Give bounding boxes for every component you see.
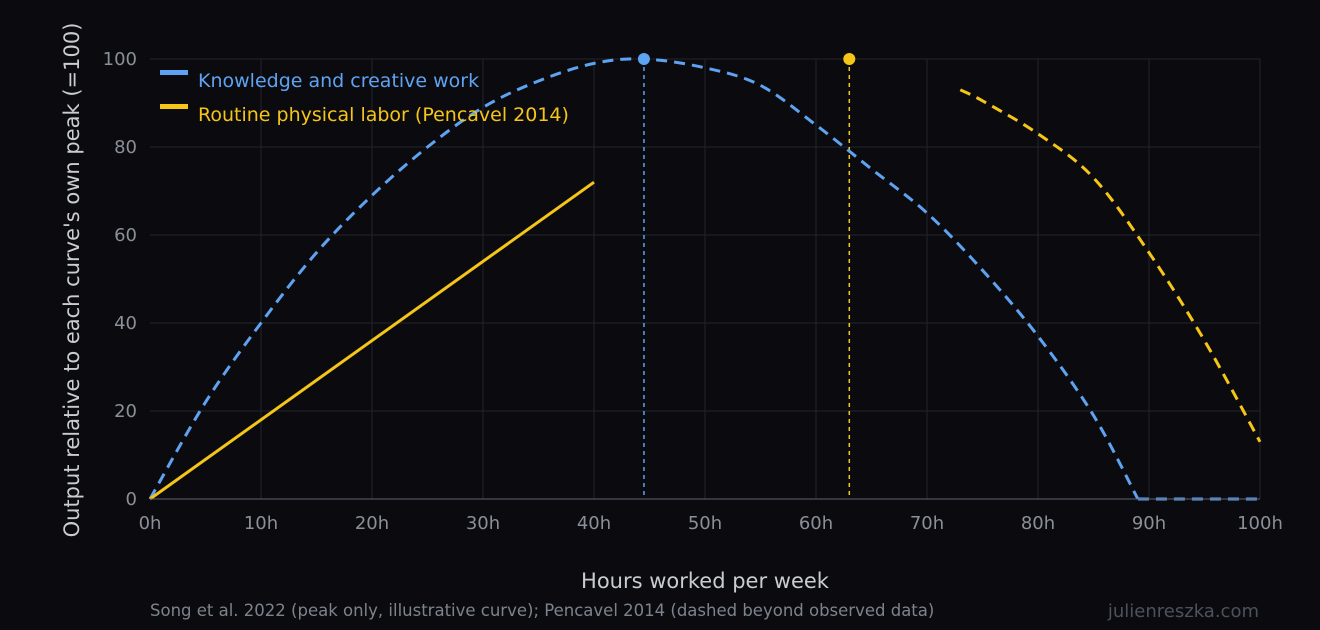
series-physical-linear xyxy=(149,180,595,501)
y-tick-label: 40 xyxy=(114,313,137,334)
x-tick-label: 40h xyxy=(577,513,611,534)
legend-swatch-physical xyxy=(160,104,188,109)
peak-markers xyxy=(637,53,856,499)
peak-point-1 xyxy=(843,53,856,65)
x-tick-label: 70h xyxy=(910,513,944,534)
x-axis-title: Hours worked per week xyxy=(581,569,830,593)
brand-watermark: julienreszka.com xyxy=(1107,601,1259,622)
y-tick-label: 60 xyxy=(114,225,137,246)
x-tick-label: 50h xyxy=(688,513,722,534)
legend: Knowledge and creative work Routine phys… xyxy=(160,70,569,126)
x-tick-label: 0h xyxy=(139,513,162,534)
y-axis-title: Output relative to each curve's own peak… xyxy=(60,23,84,538)
series-physical-extrapolated xyxy=(959,88,1262,443)
x-tick-label: 90h xyxy=(1132,513,1166,534)
y-tick-label: 20 xyxy=(114,401,137,422)
legend-swatch-knowledge xyxy=(160,70,188,75)
series-knowledge-curve xyxy=(148,57,1140,500)
y-tick-label: 100 xyxy=(103,49,137,70)
legend-label-knowledge: Knowledge and creative work xyxy=(198,70,479,92)
grid xyxy=(150,58,1261,499)
x-tick-label: 10h xyxy=(244,513,278,534)
x-tick-label: 60h xyxy=(799,513,833,534)
x-tick-label: 100h xyxy=(1237,513,1283,534)
source-note: Song et al. 2022 (peak only, illustrativ… xyxy=(150,601,934,620)
y-tick-label: 80 xyxy=(114,137,137,158)
legend-label-physical: Routine physical labor (Pencavel 2014) xyxy=(198,104,569,126)
y-axis-ticks: 0 20 40 60 80 100 xyxy=(103,49,137,510)
x-tick-label: 30h xyxy=(466,513,500,534)
y-tick-label: 0 xyxy=(126,489,137,510)
x-axis-ticks: 0h 10h 20h 30h 40h 50h 60h 70h 80h 90h 100h xyxy=(139,513,1283,534)
x-tick-label: 80h xyxy=(1021,513,1055,534)
x-tick-label: 20h xyxy=(355,513,389,534)
